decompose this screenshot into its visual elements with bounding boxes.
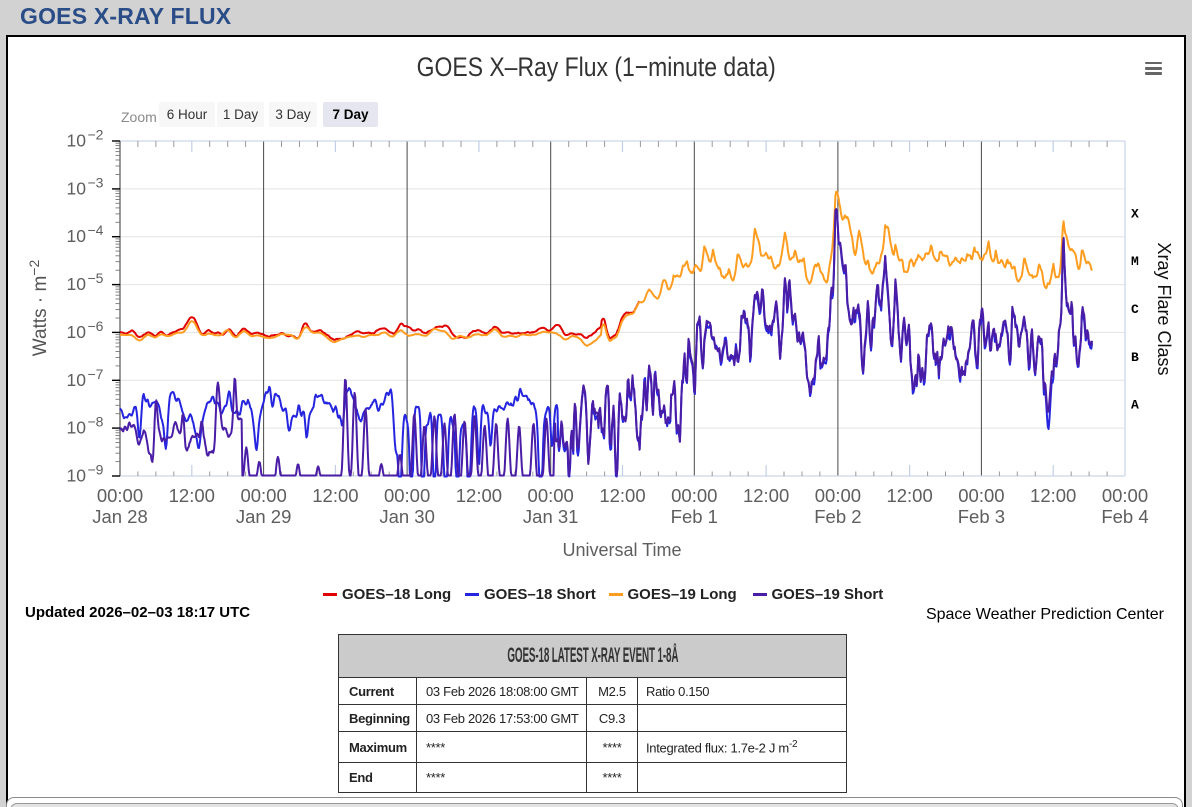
svg-text:−9: −9 [88, 462, 104, 478]
svg-text:−4: −4 [88, 222, 104, 238]
svg-text:12:00: 12:00 [886, 485, 932, 506]
svg-text:M: M [1131, 254, 1139, 269]
svg-text:12:00: 12:00 [169, 485, 215, 506]
svg-text:10: 10 [67, 226, 87, 246]
svg-text:00:00: 00:00 [240, 485, 286, 506]
svg-text:Feb 1: Feb 1 [671, 506, 718, 527]
svg-text:Universal Time: Universal Time [562, 540, 681, 560]
svg-text:12:00: 12:00 [312, 485, 358, 506]
svg-text:Xray Flare Class: Xray Flare Class [1154, 242, 1174, 375]
svg-text:Jan 28: Jan 28 [92, 506, 148, 527]
svg-text:C: C [1131, 302, 1139, 317]
svg-text:−6: −6 [88, 318, 104, 334]
svg-text:−3: −3 [88, 174, 104, 190]
svg-text:00:00: 00:00 [671, 485, 717, 506]
svg-text:Feb 4: Feb 4 [1101, 506, 1148, 527]
svg-text:12:00: 12:00 [1030, 485, 1076, 506]
svg-text:10: 10 [67, 466, 87, 486]
svg-text:00:00: 00:00 [384, 485, 430, 506]
svg-text:10: 10 [67, 178, 87, 198]
svg-text:00:00: 00:00 [815, 485, 861, 506]
svg-text:−2: −2 [88, 127, 104, 143]
svg-text:Feb 2: Feb 2 [814, 506, 861, 527]
svg-text:A: A [1131, 398, 1139, 413]
svg-text:00:00: 00:00 [1102, 485, 1148, 506]
svg-text:10: 10 [67, 131, 87, 151]
svg-text:Jan 31: Jan 31 [523, 506, 579, 527]
svg-text:12:00: 12:00 [599, 485, 645, 506]
svg-text:Watts · m−2: Watts · m−2 [26, 260, 51, 357]
svg-text:10: 10 [67, 370, 87, 390]
svg-text:10: 10 [67, 274, 87, 294]
svg-text:−8: −8 [88, 414, 104, 430]
svg-text:X: X [1131, 206, 1139, 221]
svg-text:12:00: 12:00 [743, 485, 789, 506]
svg-text:Jan 30: Jan 30 [379, 506, 435, 527]
svg-text:10: 10 [67, 418, 87, 438]
svg-text:00:00: 00:00 [958, 485, 1004, 506]
svg-text:−7: −7 [88, 366, 104, 382]
svg-text:12:00: 12:00 [456, 485, 502, 506]
svg-text:B: B [1131, 350, 1139, 365]
svg-text:−5: −5 [88, 270, 104, 286]
svg-text:10: 10 [67, 322, 87, 342]
svg-text:00:00: 00:00 [528, 485, 574, 506]
svg-text:00:00: 00:00 [97, 485, 143, 506]
svg-text:Jan 29: Jan 29 [236, 506, 292, 527]
svg-text:Feb 3: Feb 3 [958, 506, 1005, 527]
